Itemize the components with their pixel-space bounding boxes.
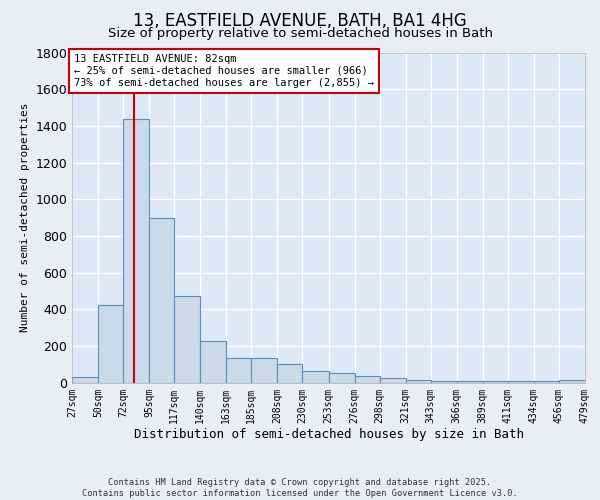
Bar bbox=[200, 341, 226, 382]
Bar bbox=[123, 118, 149, 382]
Bar bbox=[149, 218, 174, 382]
Bar bbox=[380, 378, 406, 382]
Bar bbox=[534, 380, 559, 382]
Bar bbox=[72, 377, 98, 382]
Text: Size of property relative to semi-detached houses in Bath: Size of property relative to semi-detach… bbox=[107, 28, 493, 40]
Bar bbox=[406, 380, 431, 382]
X-axis label: Distribution of semi-detached houses by size in Bath: Distribution of semi-detached houses by … bbox=[133, 428, 523, 441]
Text: Contains HM Land Registry data © Crown copyright and database right 2025.
Contai: Contains HM Land Registry data © Crown c… bbox=[82, 478, 518, 498]
Bar bbox=[329, 374, 355, 382]
Bar bbox=[508, 380, 534, 382]
Text: 13, EASTFIELD AVENUE, BATH, BA1 4HG: 13, EASTFIELD AVENUE, BATH, BA1 4HG bbox=[133, 12, 467, 30]
Bar bbox=[483, 380, 508, 382]
Y-axis label: Number of semi-detached properties: Number of semi-detached properties bbox=[20, 103, 30, 332]
Bar bbox=[355, 376, 380, 382]
Text: 13 EASTFIELD AVENUE: 82sqm
← 25% of semi-detached houses are smaller (966)
73% o: 13 EASTFIELD AVENUE: 82sqm ← 25% of semi… bbox=[74, 54, 374, 88]
Bar bbox=[174, 296, 200, 382]
Bar bbox=[559, 380, 585, 382]
Bar bbox=[98, 304, 123, 382]
Bar bbox=[226, 358, 251, 382]
Bar bbox=[302, 370, 329, 382]
Bar bbox=[431, 380, 457, 382]
Bar bbox=[251, 358, 277, 382]
Bar bbox=[277, 364, 302, 382]
Bar bbox=[457, 380, 483, 382]
